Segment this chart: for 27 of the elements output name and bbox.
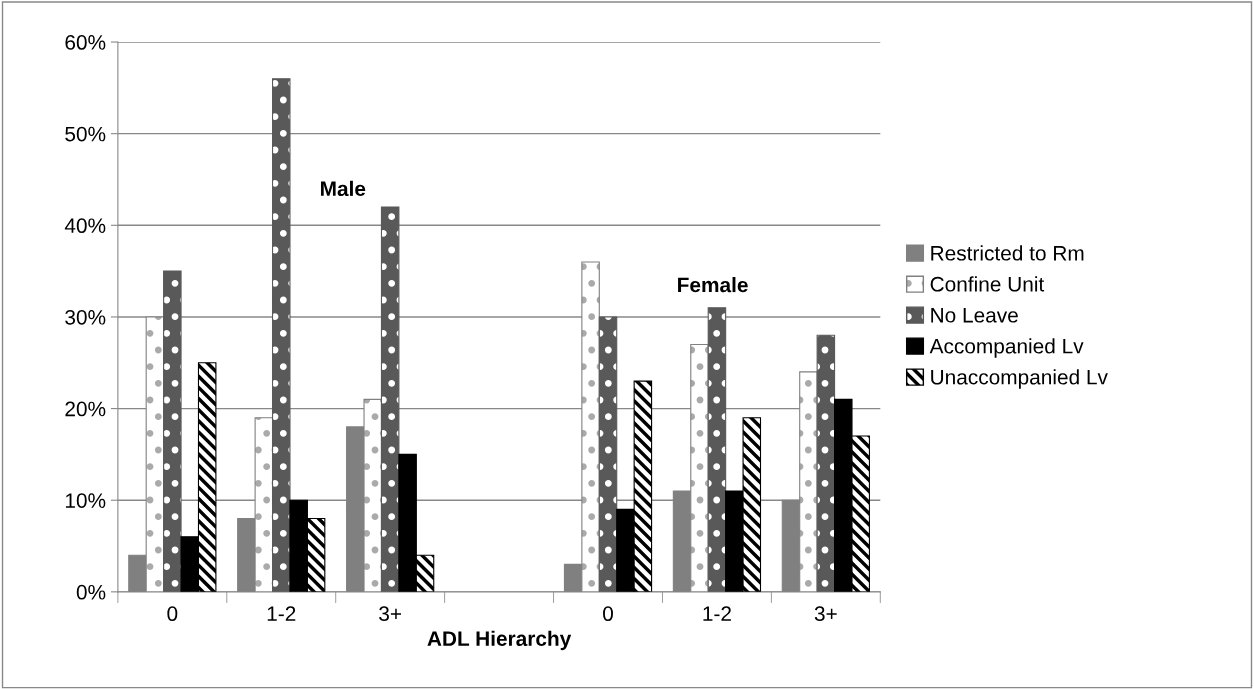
bar	[598, 316, 618, 592]
annotation: Female	[678, 276, 748, 293]
x-tick-label: 0	[167, 606, 178, 622]
legend-label: Accompanied Lv	[929, 338, 1084, 358]
y-tick-label: 30%	[65, 309, 106, 325]
y-tick-label: 60%	[65, 35, 106, 50]
y-tick-label: 40%	[64, 218, 106, 234]
legend-label: Confine Unit	[930, 276, 1045, 292]
x-tick-label: 3+	[379, 606, 402, 622]
x-tick-label: 0	[603, 606, 613, 622]
x-tick-label: 3+	[814, 606, 837, 622]
legend-label: Unaccompanied Lv	[931, 369, 1108, 389]
bar	[380, 206, 400, 592]
annotation: Male	[321, 180, 366, 197]
bar	[707, 307, 727, 592]
bar	[163, 270, 182, 592]
bar	[816, 334, 836, 592]
legend-label: Restricted to Rm	[931, 245, 1084, 261]
x-tick-label: 1-2	[703, 606, 731, 621]
y-tick-label: 50%	[65, 126, 106, 142]
x-axis-title: ADL Hierarchy	[427, 630, 572, 651]
y-tick-label: 20%	[65, 401, 106, 417]
bar	[271, 78, 291, 592]
legend-label: No Leave	[931, 308, 1018, 323]
y-tick-label: 0%	[76, 584, 106, 600]
x-tick-label: 1-2	[267, 606, 296, 621]
y-tick-label: 10%	[65, 493, 106, 508]
